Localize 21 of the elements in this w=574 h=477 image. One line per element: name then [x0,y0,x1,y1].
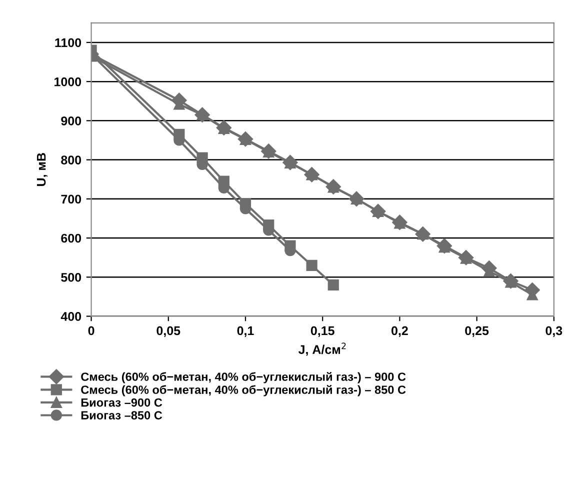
legend-label: Смесь (60% об−метан, 40% об−углекислый газ-) – 850 С [81,385,406,396]
x-tick-label: 0 [88,326,94,336]
y-tick-label: 800 [61,156,82,164]
y-tick-label: 700 [61,194,82,204]
y-tick-label: 1000 [54,77,82,86]
y-tick-label: 600 [61,234,82,243]
legend-label: Биогаз –850 С [81,411,162,420]
y-tick-label: 900 [61,116,82,126]
x-axis-title: J, А/см$^{2}$ [298,342,346,356]
legend-label: Биогаз –900 С [81,398,162,407]
x-tick-label: 0,25 [465,326,489,337]
y-axis-title: U, мВ [36,153,48,186]
x-tick-label: 0,05 [156,326,180,337]
x-tick-label: 0,15 [310,326,334,337]
x-tick-label: 0,2 [392,326,408,337]
y-tick-label: 500 [61,272,82,282]
y-tick-label: 400 [60,312,82,321]
legend-label: Смесь (60% об−метан, 40% об−углекислый газ-) – 900 С [81,372,406,384]
x-tick-label: 0,3 [546,326,562,337]
y-tick-label: 1100 [55,38,82,48]
x-tick-label: 0,1 [237,326,254,337]
